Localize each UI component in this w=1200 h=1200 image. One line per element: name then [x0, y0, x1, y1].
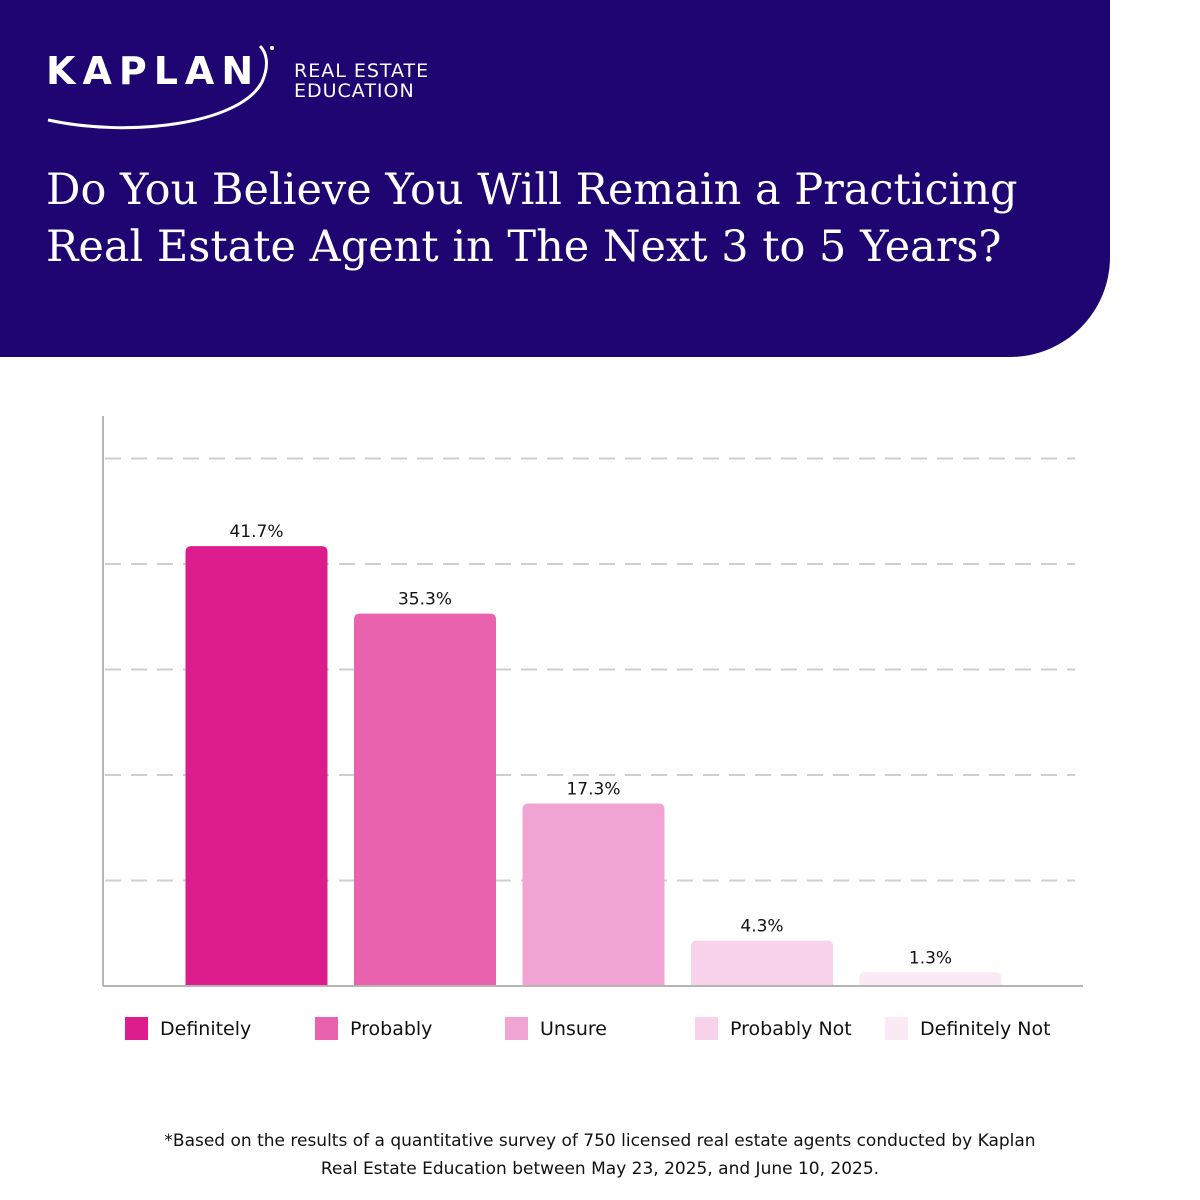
- legend-label: Probably Not: [730, 1017, 852, 1040]
- footnote: *Based on the results of a quantitative …: [100, 1127, 1100, 1183]
- legend-label: Definitely: [160, 1017, 252, 1040]
- bar-value-label: 1.3%: [909, 948, 952, 968]
- bar-chart: 41.7% 35.3% 17.3% 4.3% 1.3%: [102, 416, 1083, 987]
- chart-title: Do You Believe You Will Remain a Practic…: [46, 165, 1018, 272]
- logo-subtext: REAL ESTATE EDUCATION: [294, 61, 429, 101]
- legend-swatch: [315, 1017, 338, 1040]
- legend-label: Unsure: [540, 1017, 607, 1040]
- bar-unsure: [522, 803, 665, 986]
- bar-value-label: 35.3%: [398, 590, 452, 610]
- legend-item: Unsure: [505, 1017, 607, 1040]
- legend-swatch: [505, 1017, 528, 1040]
- legend-label: Probably: [350, 1017, 433, 1040]
- bar-probably-not: [691, 940, 833, 986]
- footnote-line1: *Based on the results of a quantitative …: [164, 1131, 1036, 1151]
- kaplan-logo: KAPLAN: [46, 49, 261, 93]
- legend-item: Probably Not: [695, 1017, 852, 1040]
- kaplan-logo-swoosh-icon: [47, 44, 274, 130]
- legend-swatch: [125, 1017, 148, 1040]
- legend-swatch: [695, 1017, 718, 1040]
- bar-value-label: 17.3%: [566, 779, 620, 799]
- legend-swatch: [885, 1017, 908, 1040]
- chart-legend: Definitely Probably Unsure Probably Not Defi…: [125, 1017, 1085, 1045]
- legend-item: Definitely: [125, 1017, 251, 1040]
- legend-item: Probably: [315, 1017, 432, 1040]
- bar-definitely-not: [859, 972, 1002, 986]
- bar-value-label: 4.3%: [740, 917, 783, 937]
- bar-definitely: [185, 546, 328, 986]
- footnote-line2: Real Estate Education between May 23, 20…: [320, 1159, 880, 1179]
- bar-value-label: 41.7%: [229, 522, 283, 542]
- legend-item: Definitely Not: [885, 1017, 1051, 1040]
- legend-label: Definitely Not: [920, 1017, 1051, 1040]
- header-banner: KAPLAN REAL ESTATE EDUCATION Do You Beli…: [0, 0, 1110, 357]
- bar-probably: [354, 613, 496, 986]
- logo-subtext-line1: REAL ESTATE: [294, 60, 430, 82]
- logo-subtext-line2: EDUCATION: [294, 80, 415, 102]
